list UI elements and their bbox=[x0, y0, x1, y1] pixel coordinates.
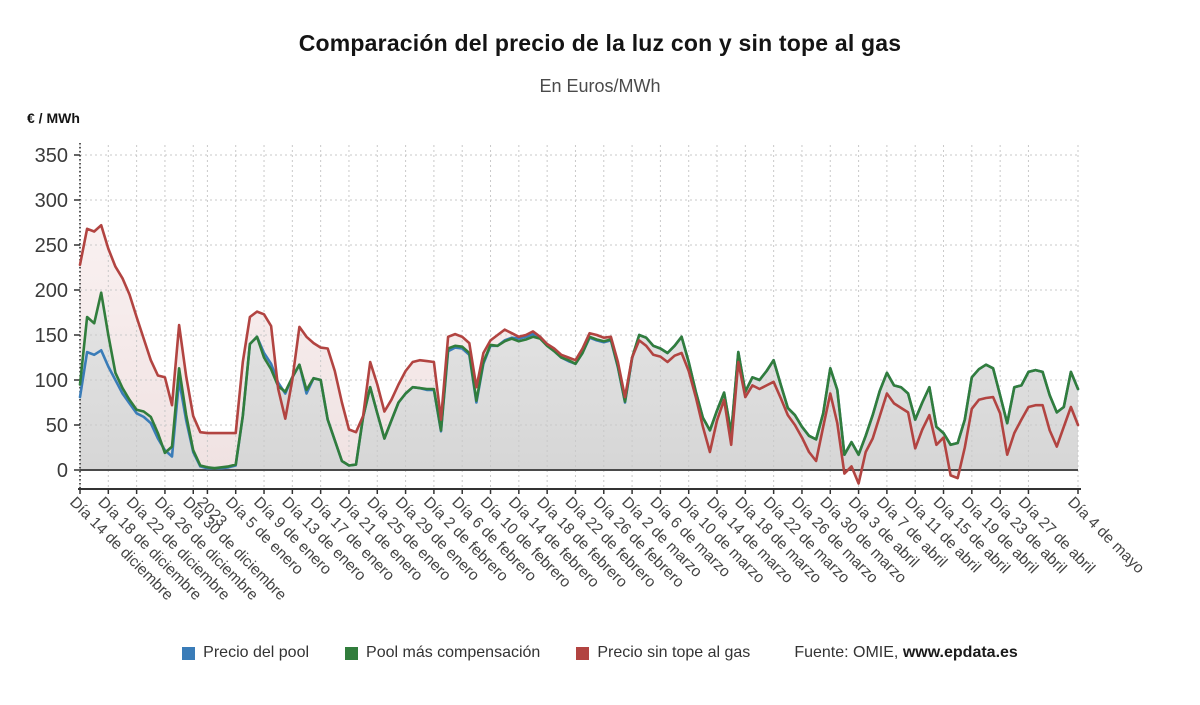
series-line-precio-sin-tope-al-gas bbox=[78, 223, 1080, 485]
y-tick-label: 50 bbox=[46, 415, 68, 437]
legend-item-precio-del-pool[interactable]: Precio del pool bbox=[182, 644, 309, 662]
legend-label: Pool más compensación bbox=[366, 644, 541, 661]
gridlines bbox=[79, 145, 1079, 489]
axis-ticks bbox=[74, 154, 1079, 494]
source-prefix: Fuente: OMIE, bbox=[794, 644, 899, 661]
series-line-pool-más-compensación bbox=[78, 291, 1080, 470]
y-tick-label: 100 bbox=[35, 370, 68, 392]
y-tick-label: 200 bbox=[35, 280, 68, 302]
legend-label: Precio del pool bbox=[203, 644, 310, 661]
y-tick-label: 250 bbox=[35, 235, 68, 257]
y-tick-label: 0 bbox=[57, 460, 68, 482]
source-attribution: Fuente: OMIE, www.epdata.es bbox=[794, 644, 1018, 662]
y-axis-title: € / MWh bbox=[27, 110, 80, 126]
pool-mas-compensacion-swatch bbox=[345, 646, 359, 660]
y-tick-labels: 0 50 100 150 200 250 300 350 bbox=[35, 145, 68, 482]
precio-sin-tope-al-gas-swatch bbox=[576, 646, 590, 660]
chart-legend: Precio del pool Pool más compensación Pr… bbox=[0, 644, 1200, 662]
legend-label: Precio sin tope al gas bbox=[597, 644, 751, 661]
legend-item-pool-mas-compensacion[interactable]: Pool más compensación bbox=[345, 644, 540, 662]
y-tick-label: 350 bbox=[35, 145, 68, 167]
source-site: www.epdata.es bbox=[902, 644, 1018, 661]
page-subtitle: En Euros/MWh bbox=[539, 76, 661, 96]
page-title: Comparación del precio de la luz con y s… bbox=[298, 30, 902, 56]
y-tick-label: 300 bbox=[35, 190, 68, 212]
legend-item-precio-sin-tope-al-gas[interactable]: Precio sin tope al gas bbox=[576, 644, 750, 662]
precio-del-pool-swatch bbox=[182, 646, 196, 660]
y-tick-label: 150 bbox=[35, 325, 68, 347]
